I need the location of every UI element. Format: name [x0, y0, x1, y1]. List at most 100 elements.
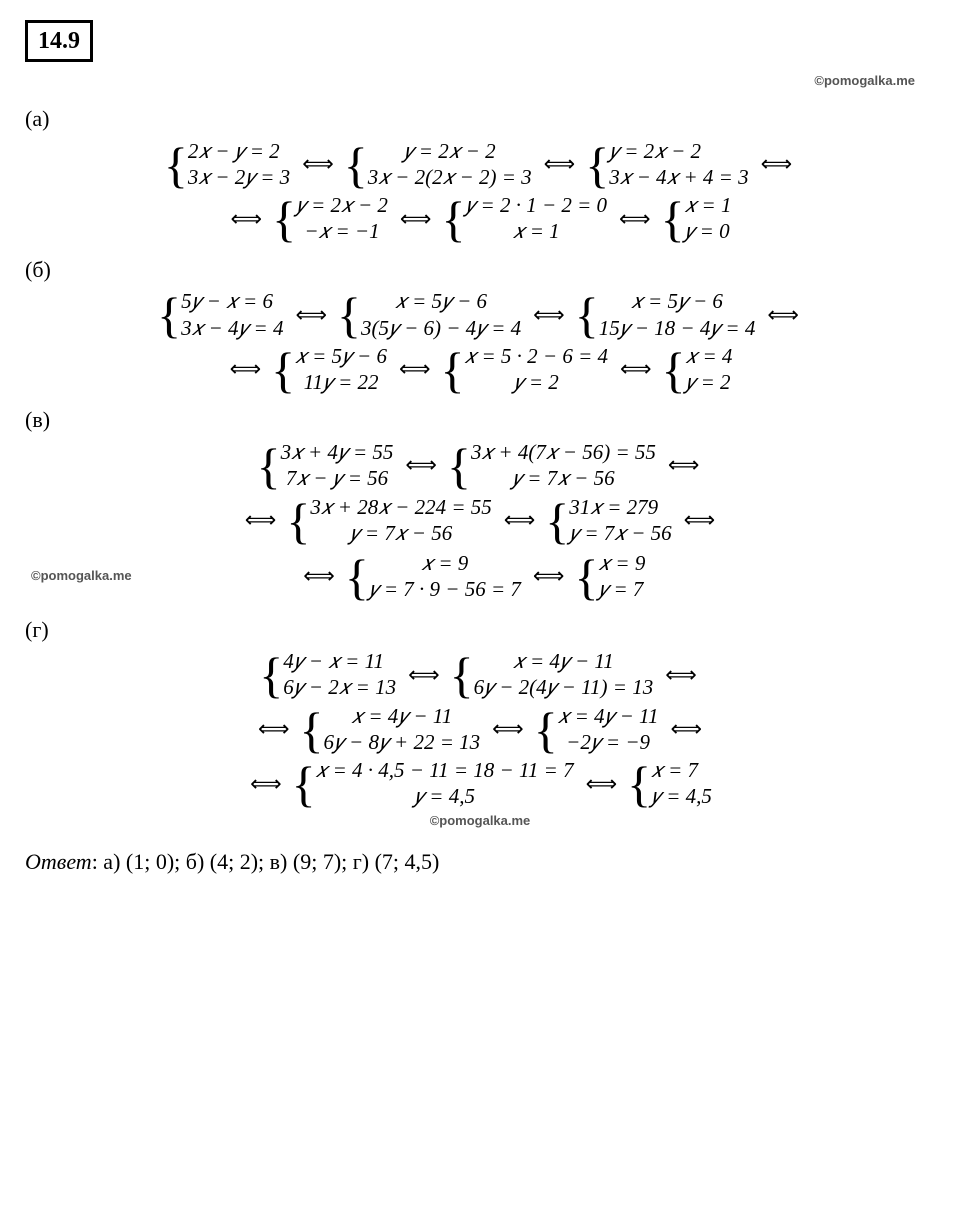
eq: 𝑥 = 4 · 4,5 − 11 = 18 − 11 = 7	[316, 757, 574, 783]
iff-symbol: ⟺	[396, 204, 436, 234]
answer-line: Ответ: а) (1; 0); б) (4; 2); в) (9; 7); …	[25, 847, 935, 877]
system: { 𝑥 = 5 · 2 − 6 = 4 𝑦 = 2	[441, 343, 610, 396]
iff-symbol: ⟺	[227, 204, 267, 234]
iff-symbol: ⟺	[757, 149, 797, 179]
iff-symbol: ⟺	[615, 204, 655, 234]
eq: 𝑦 = 2𝑥 − 2	[296, 192, 388, 218]
part-v-math: { 3𝑥 + 4𝑦 = 55 7𝑥 − 𝑦 = 56 ⟺ { 3𝑥 + 4(7𝑥…	[25, 439, 935, 605]
part-b-label: (б)	[25, 255, 935, 285]
eq: 7𝑥 − 𝑦 = 56	[281, 465, 394, 491]
iff-symbol: ⟺	[241, 505, 281, 535]
iff-symbol: ⟺	[395, 354, 435, 384]
iff-symbol: ⟺	[664, 450, 704, 480]
eq: 𝑥 = 4𝑦 − 11	[558, 703, 659, 729]
iff-symbol: ⟺	[529, 300, 569, 330]
eq: 3𝑥 − 2𝑦 = 3	[188, 164, 290, 190]
watermark-mid: ©pomogalka.me	[31, 567, 132, 585]
eq: 𝑥 = 4𝑦 − 11	[324, 703, 481, 729]
eq: 𝑦 = 7 · 9 − 56 = 7	[369, 576, 521, 602]
eq: 6𝑦 − 8𝑦 + 22 = 13	[324, 729, 481, 755]
brace-icon: {	[259, 650, 283, 703]
iff-symbol: ⟺	[500, 505, 540, 535]
system: { 𝑥 = 5𝑦 − 6 11𝑦 = 22	[271, 343, 389, 396]
part-a-math: { 2𝑥 − 𝑦 = 2 3𝑥 − 2𝑦 = 3 ⟺ { 𝑦 = 2𝑥 − 2 …	[25, 138, 935, 245]
brace-icon: {	[271, 345, 295, 398]
system: { 3𝑥 + 28𝑥 − 224 = 55 𝑦 = 7𝑥 − 56	[286, 494, 493, 547]
eq: 𝑦 = 7	[598, 576, 645, 602]
system: { 4𝑦 − 𝑥 = 11 6𝑦 − 2𝑥 = 13	[259, 648, 398, 701]
iff-symbol: ⟺	[616, 354, 656, 384]
eq: 𝑥 = 5𝑦 − 6	[599, 288, 756, 314]
eq: 2𝑥 − 𝑦 = 2	[188, 138, 290, 164]
iff-symbol: ⟺	[582, 769, 622, 799]
part-g-math: { 4𝑦 − 𝑥 = 11 6𝑦 − 2𝑥 = 13 ⟺ { 𝑥 = 4𝑦 − …	[25, 648, 935, 829]
brace-icon: {	[661, 194, 685, 247]
system: { 𝑥 = 7 𝑦 = 4,5	[627, 757, 714, 810]
eq: 𝑦 = 7𝑥 − 56	[471, 465, 656, 491]
brace-icon: {	[627, 759, 651, 812]
eq: 𝑦 = 2𝑥 − 2	[368, 138, 532, 164]
brace-icon: {	[257, 441, 281, 494]
eq: 3𝑥 + 4𝑦 = 55	[281, 439, 394, 465]
brace-icon: {	[164, 140, 188, 193]
brace-icon: {	[574, 552, 598, 605]
brace-icon: {	[300, 705, 324, 758]
system: { 𝑥 = 1 𝑦 = 0	[661, 192, 734, 245]
eq: 𝑥 = 4𝑦 − 11	[474, 648, 654, 674]
iff-symbol: ⟺	[661, 660, 701, 690]
watermark-top: ©pomogalka.me	[25, 72, 915, 90]
system: { 𝑦 = 2𝑥 − 2 −𝑥 = −1	[272, 192, 390, 245]
eq: 3𝑥 − 4𝑦 = 4	[181, 315, 283, 341]
eq: 𝑥 = 5 · 2 − 6 = 4	[465, 343, 608, 369]
system: { 𝑥 = 5𝑦 − 6 15𝑦 − 18 − 4𝑦 = 4	[575, 288, 758, 341]
iff-symbol: ⟺	[246, 769, 286, 799]
problem-number: 14.9	[25, 20, 93, 62]
iff-symbol: ⟺	[529, 561, 569, 591]
eq: −2𝑦 = −9	[558, 729, 659, 755]
eq: 𝑥 = 5𝑦 − 6	[361, 288, 521, 314]
brace-icon: {	[585, 140, 609, 193]
watermark-bottom: ©pomogalka.me	[25, 812, 935, 830]
iff-symbol: ⟺	[298, 149, 338, 179]
brace-icon: {	[441, 194, 465, 247]
eq: 𝑦 = 2	[686, 369, 733, 395]
brace-icon: {	[450, 650, 474, 703]
eq: 31𝑥 = 279	[569, 494, 671, 520]
eq: 𝑥 = 5𝑦 − 6	[295, 343, 387, 369]
eq: 𝑦 = 2	[465, 369, 608, 395]
system: { 𝑥 = 4𝑦 − 11 −2𝑦 = −9	[534, 703, 661, 756]
eq: 3𝑥 − 2(2𝑥 − 2) = 3	[368, 164, 532, 190]
system: { 𝑥 = 5𝑦 − 6 3(5𝑦 − 6) − 4𝑦 = 4	[337, 288, 523, 341]
eq: 3𝑥 + 4(7𝑥 − 56) = 55	[471, 439, 656, 465]
system: { 5𝑦 − 𝑥 = 6 3𝑥 − 4𝑦 = 4	[157, 288, 285, 341]
brace-icon: {	[286, 496, 310, 549]
eq: 𝑦 = 4,5	[316, 783, 574, 809]
eq: 𝑥 = 1	[685, 192, 732, 218]
system: { 3𝑥 + 4𝑦 = 55 7𝑥 − 𝑦 = 56	[257, 439, 396, 492]
eq: 𝑦 = 2𝑥 − 2	[609, 138, 748, 164]
eq: 3𝑥 + 28𝑥 − 224 = 55	[310, 494, 491, 520]
iff-symbol: ⟺	[763, 300, 803, 330]
brace-icon: {	[157, 290, 181, 343]
brace-icon: {	[345, 552, 369, 605]
system: { 𝑦 = 2𝑥 − 2 3𝑥 − 4𝑥 + 4 = 3	[585, 138, 750, 191]
system: { 𝑥 = 4𝑦 − 11 6𝑦 − 8𝑦 + 22 = 13	[300, 703, 483, 756]
iff-symbol: ⟺	[291, 300, 331, 330]
system: { 𝑥 = 9 𝑦 = 7	[574, 550, 647, 603]
iff-symbol: ⟺	[540, 149, 580, 179]
eq: 6𝑦 − 2(4𝑦 − 11) = 13	[474, 674, 654, 700]
system: { 𝑥 = 9 𝑦 = 7 · 9 − 56 = 7	[345, 550, 523, 603]
eq: 𝑦 = 0	[685, 218, 732, 244]
system: { 𝑥 = 4𝑦 − 11 6𝑦 − 2(4𝑦 − 11) = 13	[450, 648, 656, 701]
brace-icon: {	[662, 345, 686, 398]
system: { 31𝑥 = 279 𝑦 = 7𝑥 − 56	[545, 494, 673, 547]
system: { 𝑥 = 4 𝑦 = 2	[662, 343, 735, 396]
iff-symbol: ⟺	[299, 561, 339, 591]
part-g-label: (г)	[25, 615, 935, 645]
brace-icon: {	[545, 496, 569, 549]
eq: 3(5𝑦 − 6) − 4𝑦 = 4	[361, 315, 521, 341]
iff-symbol: ⟺	[254, 714, 294, 744]
brace-icon: {	[575, 290, 599, 343]
eq: 𝑥 = 7	[651, 757, 712, 783]
eq: 5𝑦 − 𝑥 = 6	[181, 288, 283, 314]
